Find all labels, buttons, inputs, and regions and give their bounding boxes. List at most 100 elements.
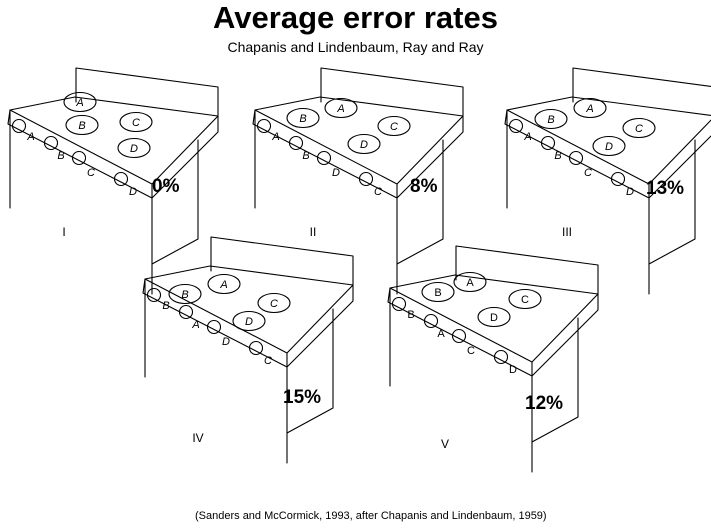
burner-label-c: C (132, 117, 140, 129)
control-knob-4 (248, 340, 264, 356)
stove-iv: A B C D B A D C (142, 236, 354, 464)
burner-a (207, 273, 241, 295)
control-label-2: B (302, 150, 309, 162)
burner-b (65, 114, 99, 136)
burner-a (453, 271, 487, 293)
stove-number-i: I (62, 225, 65, 239)
burner-label-a: A (336, 103, 344, 115)
burner-c (508, 288, 542, 310)
control-knob-3 (451, 328, 467, 344)
burner-b (534, 108, 568, 130)
stove-number-iv: IV (192, 431, 203, 445)
burner-label-d: D (245, 316, 253, 328)
control-knob-1 (256, 118, 272, 134)
control-label-4: D (626, 186, 634, 198)
error-rate-iii: 13% (646, 178, 684, 199)
control-knob-4 (610, 171, 626, 187)
stove-side-face (648, 135, 711, 265)
control-label-2: A (437, 328, 445, 340)
burner-c (119, 111, 153, 133)
stove-front-face (7, 109, 153, 295)
control-knob-1 (146, 287, 162, 303)
error-rate-iv: 15% (283, 387, 321, 408)
stove-side-face (286, 284, 354, 434)
control-label-1: B (162, 300, 169, 312)
control-label-3: D (222, 336, 230, 348)
stove-side-face (396, 115, 464, 265)
control-knob-1 (11, 118, 27, 134)
control-label-3: C (87, 167, 95, 179)
control-label-1: A (271, 131, 279, 143)
error-rate-v: 12% (525, 393, 563, 414)
burner-label-b: B (547, 114, 554, 126)
control-knob-1 (508, 118, 524, 134)
stove-back-panel (210, 236, 354, 286)
burner-b (286, 107, 320, 129)
stove-front-face (387, 287, 533, 473)
stove-number-ii: II (310, 225, 317, 239)
burner-c (377, 115, 411, 137)
burner-label-b: B (181, 289, 188, 301)
control-label-1: A (26, 131, 34, 143)
control-knob-4 (113, 171, 129, 187)
stove-front-face (142, 278, 288, 464)
stove-side-face (531, 293, 599, 443)
burner-label-a: A (75, 97, 83, 109)
stove-v: A B C D B A C D (387, 245, 599, 473)
stove-back-panel (572, 67, 711, 103)
burner-label-c: C (521, 294, 529, 306)
control-label-3: C (584, 167, 592, 179)
stove-side-face (151, 115, 219, 265)
stove-front-face (504, 109, 650, 295)
burner-a (573, 97, 607, 119)
control-label-4: D (509, 364, 517, 376)
control-label-4: C (264, 355, 272, 367)
control-label-4: C (374, 186, 382, 198)
error-rate-i: 0% (152, 176, 180, 197)
burner-a (324, 97, 358, 119)
control-knob-2 (540, 135, 556, 151)
control-label-2: B (554, 150, 561, 162)
burner-label-a: A (585, 103, 593, 115)
control-label-2: B (57, 150, 64, 162)
control-knob-3 (206, 319, 222, 335)
burner-label-d: D (490, 312, 498, 324)
citation: (Sanders and McCormick, 1993, after Chap… (195, 510, 547, 522)
control-label-1: A (523, 131, 531, 143)
control-knob-2 (43, 135, 59, 151)
burner-d (232, 310, 266, 332)
burner-b (421, 281, 455, 303)
control-label-1: B (407, 309, 414, 321)
stove-number-iii: III (562, 225, 572, 239)
burner-label-d: D (605, 141, 613, 153)
burner-b (168, 283, 202, 305)
stove-front-face (252, 109, 398, 295)
page-title: Average error rates (213, 0, 498, 35)
burner-label-d: D (130, 143, 138, 155)
control-label-4: D (129, 186, 137, 198)
control-knob-2 (423, 313, 439, 329)
burner-label-b: B (78, 120, 85, 132)
burner-label-c: C (390, 121, 398, 133)
burner-a (63, 91, 97, 113)
burner-label-a: A (466, 277, 474, 289)
control-label-3: D (332, 167, 340, 179)
burner-c (622, 117, 656, 139)
control-knob-3 (71, 150, 87, 166)
stove-top-surface (506, 96, 711, 185)
burner-label-b: B (299, 113, 306, 125)
stove-ii: A B C D A B D C (252, 67, 464, 295)
control-knob-4 (493, 349, 509, 365)
control-knob-3 (568, 150, 584, 166)
control-knob-2 (178, 304, 194, 320)
control-knob-3 (316, 150, 332, 166)
page-subtitle: Chapanis and Lindenbaum, Ray and Ray (227, 39, 484, 55)
stove-back-panel (75, 67, 219, 117)
burner-label-c: C (270, 298, 278, 310)
burner-d (592, 135, 626, 157)
burner-label-a: A (219, 279, 227, 291)
control-knob-2 (288, 135, 304, 151)
burner-d (347, 133, 381, 155)
burner-c (257, 292, 291, 314)
